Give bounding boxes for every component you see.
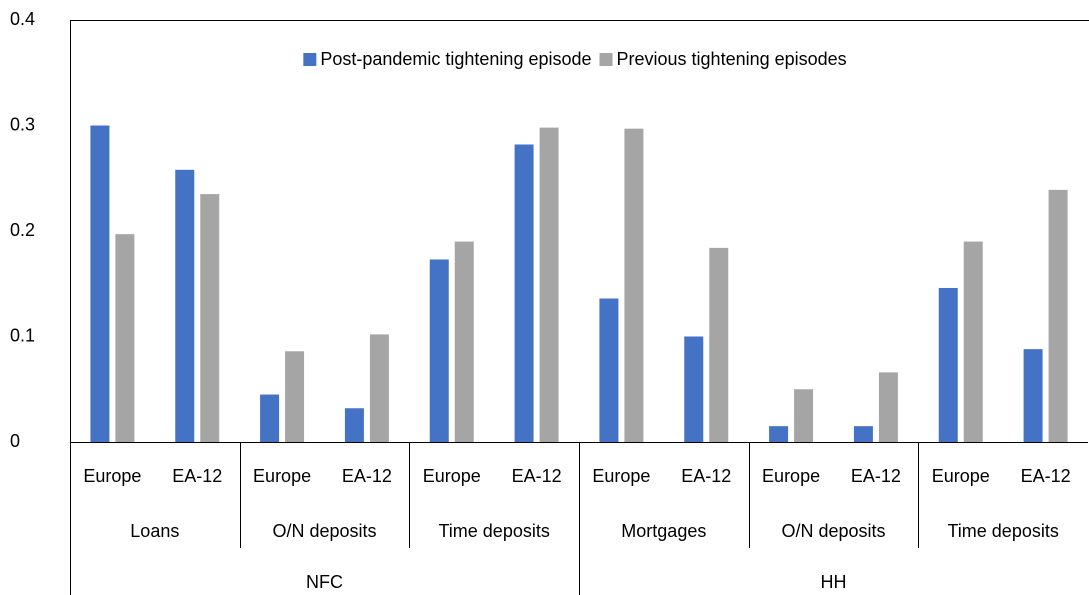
bar [853, 426, 873, 442]
bar [938, 287, 958, 442]
x-tick-label: EA-12 [681, 466, 731, 486]
category-group-label: O/N deposits [781, 521, 885, 541]
x-tick-label: Europe [762, 466, 820, 486]
bar [963, 241, 983, 442]
bar [624, 128, 644, 443]
bar [794, 389, 814, 442]
x-tick-label: EA-12 [512, 466, 562, 486]
x-tick-label: EA-12 [851, 466, 901, 486]
bar [200, 194, 220, 442]
legend: Post-pandemic tightening episode Previous… [303, 49, 847, 69]
x-tick-label: EA-12 [1021, 466, 1071, 486]
bar [260, 394, 280, 442]
legend-label: Previous tightening episodes [617, 49, 847, 69]
y-tick-label: 0 [10, 431, 20, 451]
category-group-label: NFC [306, 572, 343, 592]
bar [769, 426, 789, 442]
y-tick-label: 0.4 [10, 9, 35, 29]
x-tick-label: EA-12 [172, 466, 222, 486]
category-group-label: HH [821, 572, 847, 592]
x-tick-label: EA-12 [342, 466, 392, 486]
x-tick-label: Europe [423, 466, 481, 486]
bar [285, 351, 305, 442]
bar [454, 241, 474, 442]
bar [599, 298, 619, 442]
bar [115, 234, 135, 442]
bar [684, 336, 704, 442]
x-tick-label: Europe [592, 466, 650, 486]
category-group-label: Time deposits [438, 521, 549, 541]
y-tick-label: 0.3 [10, 114, 35, 134]
category-group-label: O/N deposits [272, 521, 376, 541]
legend-swatch [303, 53, 317, 66]
bar [709, 247, 729, 442]
category-group-label: Loans [130, 521, 179, 541]
legend-swatch [599, 53, 613, 66]
bar [344, 408, 364, 442]
x-tick-label: Europe [932, 466, 990, 486]
y-tick-label: 0.1 [10, 325, 35, 345]
bar [369, 334, 389, 442]
bar [514, 144, 534, 443]
bar [1023, 349, 1043, 442]
y-tick-label: 0.2 [10, 220, 35, 240]
bar [1048, 189, 1068, 442]
x-tick-label: Europe [253, 466, 311, 486]
bar [429, 259, 449, 442]
category-group-label: Time deposits [947, 521, 1058, 541]
bar [90, 125, 110, 442]
legend-label: Post-pandemic tightening episode [320, 49, 591, 69]
bar [539, 127, 559, 443]
bar [878, 372, 898, 442]
category-group-label: Mortgages [621, 521, 706, 541]
bar [175, 169, 195, 442]
x-tick-label: Europe [83, 466, 141, 486]
